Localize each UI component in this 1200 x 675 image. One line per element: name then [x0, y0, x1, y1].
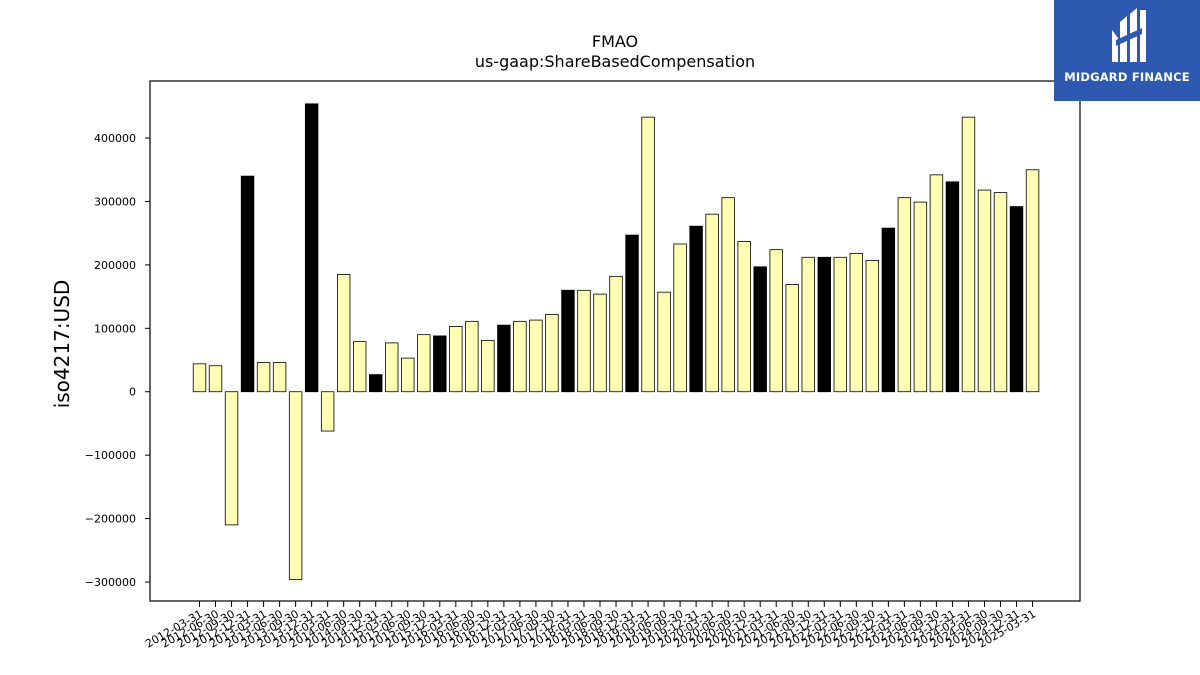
bar-2022-09-30 — [865, 260, 880, 393]
bar-2013-12-31 — [304, 103, 319, 393]
y-tick-label: 100000 — [94, 322, 136, 335]
bar-2015-12-31 — [433, 335, 447, 393]
y-tick-label: 200000 — [94, 259, 136, 272]
bar-2021-12-31 — [817, 256, 831, 393]
bar-2018-03-31 — [577, 289, 591, 393]
bar-2022-12-31 — [881, 227, 896, 393]
bar-2014-12-31 — [369, 374, 383, 393]
bar-2022-06-30 — [849, 253, 864, 393]
bar-2023-09-30 — [929, 174, 944, 393]
bar-2020-03-31 — [705, 213, 719, 393]
bar-2016-03-31 — [449, 326, 463, 393]
bar-2021-09-30 — [801, 256, 815, 393]
midgard-monogram-icon — [1112, 8, 1146, 62]
y-tick-label: 0 — [129, 386, 136, 399]
x-axis: 2012-03-312012-06-302012-09-302012-12-31… — [143, 601, 1038, 651]
y-tick-label: −300000 — [85, 576, 136, 589]
bar-2018-09-30 — [609, 275, 623, 393]
chart-subtitle: us-gaap:ShareBasedCompensation — [474, 52, 756, 71]
bar-2019-12-31 — [689, 225, 703, 393]
bar-2015-03-31 — [385, 342, 399, 393]
bar-2015-09-30 — [417, 334, 431, 393]
bar-2013-03-31 — [256, 362, 271, 393]
bar-2019-09-30 — [673, 243, 687, 393]
bar-2020-12-31 — [753, 266, 767, 393]
bar-2013-09-30 — [288, 391, 303, 580]
bar-2024-03-31 — [961, 116, 976, 393]
bar-2025-03-31 — [1025, 169, 1040, 393]
bar-2016-12-31 — [497, 324, 511, 393]
bar-2024-12-31 — [1009, 206, 1024, 393]
bar-2017-06-30 — [529, 319, 543, 393]
bar-2016-09-30 — [481, 339, 495, 393]
bar-2012-09-30 — [224, 391, 239, 526]
logo-text: MIDGARD FINANCE — [1064, 70, 1190, 84]
bar-2024-09-30 — [993, 192, 1008, 393]
bar-2013-06-30 — [272, 362, 287, 393]
bar-2022-03-31 — [833, 256, 848, 393]
y-tick-label: 300000 — [94, 195, 136, 208]
bar-2014-03-31 — [320, 391, 335, 432]
bar-2017-03-31 — [513, 320, 527, 393]
bar-2021-03-31 — [769, 249, 783, 393]
bar-2023-12-31 — [945, 181, 960, 393]
bar-2018-06-30 — [593, 293, 607, 393]
bar-2020-09-30 — [737, 241, 751, 393]
y-axis: −300000 −200000 −100000 0 100000 200000 300000… — [85, 132, 150, 589]
bar-2024-06-30 — [977, 189, 992, 393]
bar-2012-03-31 — [192, 363, 207, 393]
bar-2021-06-30 — [785, 284, 799, 393]
bar-2019-03-31 — [641, 116, 655, 393]
midgard-finance-logo: MIDGARD FINANCE — [1054, 0, 1200, 101]
bar-2015-06-30 — [401, 357, 415, 393]
bar-2012-12-31 — [240, 175, 255, 393]
bar-2018-12-31 — [625, 234, 639, 393]
y-tick-label: 400000 — [94, 132, 136, 145]
bar-series — [192, 103, 1040, 580]
bar-2014-09-30 — [352, 341, 367, 393]
bar-2020-06-30 — [721, 197, 735, 393]
bar-2023-06-30 — [913, 201, 928, 393]
y-tick-label: −200000 — [85, 513, 136, 526]
plot-frame — [149, 80, 1081, 602]
bar-2016-06-30 — [465, 320, 479, 393]
bar-2017-12-31 — [561, 289, 575, 393]
bar-2017-09-30 — [545, 313, 559, 393]
chart-title: FMAO — [591, 32, 639, 51]
bar-2019-06-30 — [657, 291, 671, 393]
bar-2014-06-30 — [336, 274, 351, 393]
bar-2023-03-31 — [897, 197, 912, 393]
bar-2012-06-30 — [208, 365, 223, 393]
y-tick-label: −100000 — [85, 449, 136, 462]
